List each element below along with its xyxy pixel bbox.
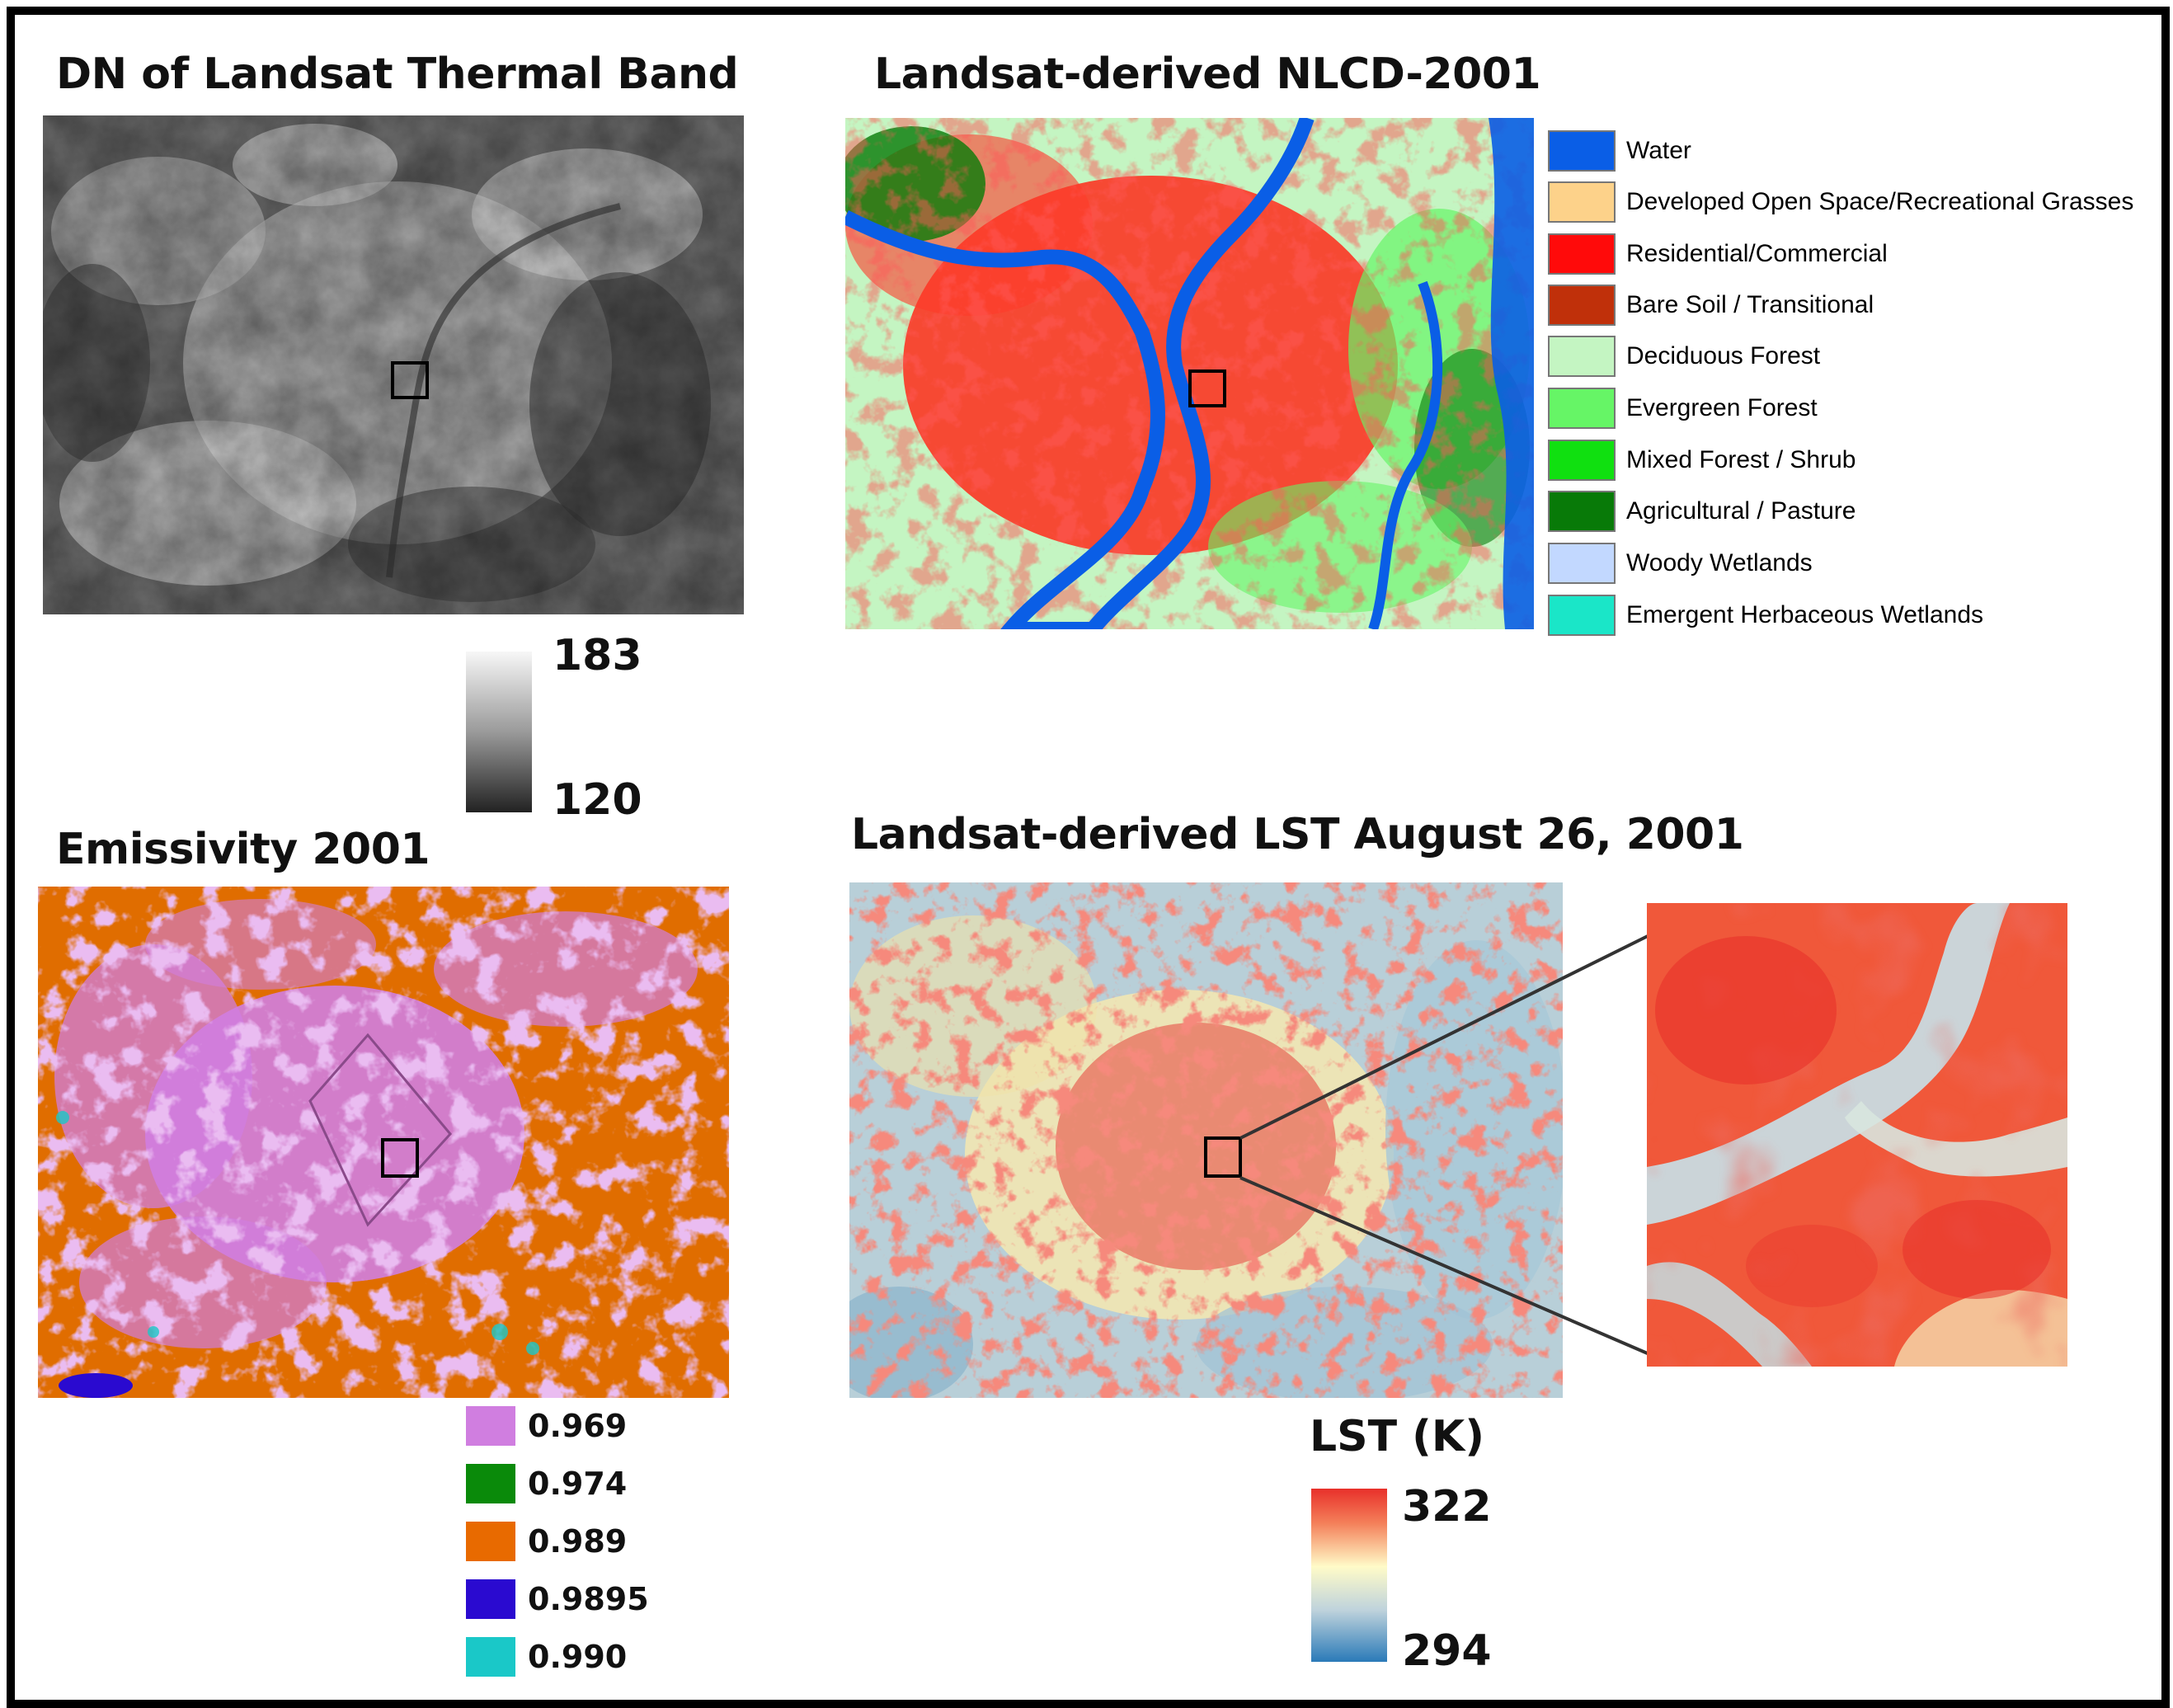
emissivity-swatch-09895 [466, 1579, 515, 1619]
legend-label-water: Water [1626, 137, 1691, 164]
nlcd-title: Landsat-derived NLCD-2001 [874, 49, 1541, 99]
emissivity-label-0974: 0.974 [528, 1466, 628, 1502]
emissivity-label-0989: 0.989 [528, 1523, 628, 1560]
legend-swatch-water [1548, 130, 1616, 172]
legend-label-bare-soil: Bare Soil / Transitional [1626, 291, 1874, 318]
legend-swatch-developed-open-space [1548, 181, 1616, 223]
emissivity-label-0969: 0.969 [528, 1408, 628, 1444]
legend-swatch-residential-commercial [1548, 233, 1616, 275]
river-trace [386, 203, 621, 578]
legend-label-deciduous-forest: Deciduous Forest [1626, 342, 1821, 369]
emissivity-swatch-0990 [466, 1637, 515, 1677]
emissivity-swatch-0989 [466, 1522, 515, 1561]
water-patch [59, 1373, 133, 1398]
patuxent-river [1368, 280, 1443, 629]
legend-swatch-emergent-wetlands [1548, 595, 1616, 636]
legend-swatch-evergreen-forest [1548, 388, 1616, 429]
focus-box-emissivity [381, 1138, 419, 1178]
emissivity-title: Emissivity 2001 [56, 825, 430, 874]
legend-label-woody-wetlands: Woody Wetlands [1626, 549, 1813, 576]
legend-swatch-woody-wetlands [1548, 543, 1616, 584]
emissivity-swatch-0974 [466, 1464, 515, 1503]
district-outline [308, 1033, 452, 1227]
emissivity-swatch-0969 [466, 1406, 515, 1446]
focus-box-thermal [391, 361, 429, 399]
thermal-colorbar-min: 120 [553, 775, 642, 825]
legend-swatch-bare-soil [1548, 285, 1616, 326]
lst-zoom-inset [1647, 903, 2067, 1367]
lst-colorbar [1311, 1489, 1387, 1662]
legend-label-residential-commercial: Residential/Commercial [1626, 240, 1888, 267]
legend-swatch-mixed-forest [1548, 440, 1616, 481]
legend-label-agricultural: Agricultural / Pasture [1626, 497, 1856, 525]
bay-water [1489, 118, 1534, 629]
thermal-title: DN of Landsat Thermal Band [56, 49, 739, 99]
lst-colorbar-title: LST (K) [1310, 1412, 1484, 1461]
legend-swatch-agricultural [1548, 491, 1616, 532]
legend-swatch-deciduous-forest [1548, 336, 1616, 377]
lst-colorbar-max: 322 [1402, 1482, 1492, 1532]
focus-box-lst [1204, 1136, 1242, 1178]
potomac-river [845, 118, 1315, 629]
legend-label-mixed-forest: Mixed Forest / Shrub [1626, 446, 1856, 473]
lst-colorbar-min: 294 [1402, 1626, 1492, 1676]
legend-label-evergreen-forest: Evergreen Forest [1626, 394, 1818, 421]
emissivity-label-0990: 0.990 [528, 1639, 628, 1675]
legend-label-emergent-wetlands: Emergent Herbaceous Wetlands [1626, 601, 1984, 628]
lst-title: Landsat-derived LST August 26, 2001 [851, 810, 1744, 859]
focus-box-nlcd [1188, 369, 1226, 407]
thermal-colorbar-max: 183 [553, 631, 642, 680]
emissivity-map [38, 887, 729, 1398]
legend-label-developed-open-space: Developed Open Space/Recreational Grasse… [1626, 188, 2134, 215]
thermal-band-map [43, 115, 744, 614]
thermal-colorbar [466, 652, 532, 812]
zoom-connector [1239, 934, 1650, 1356]
emissivity-label-09895: 0.9895 [528, 1581, 649, 1617]
